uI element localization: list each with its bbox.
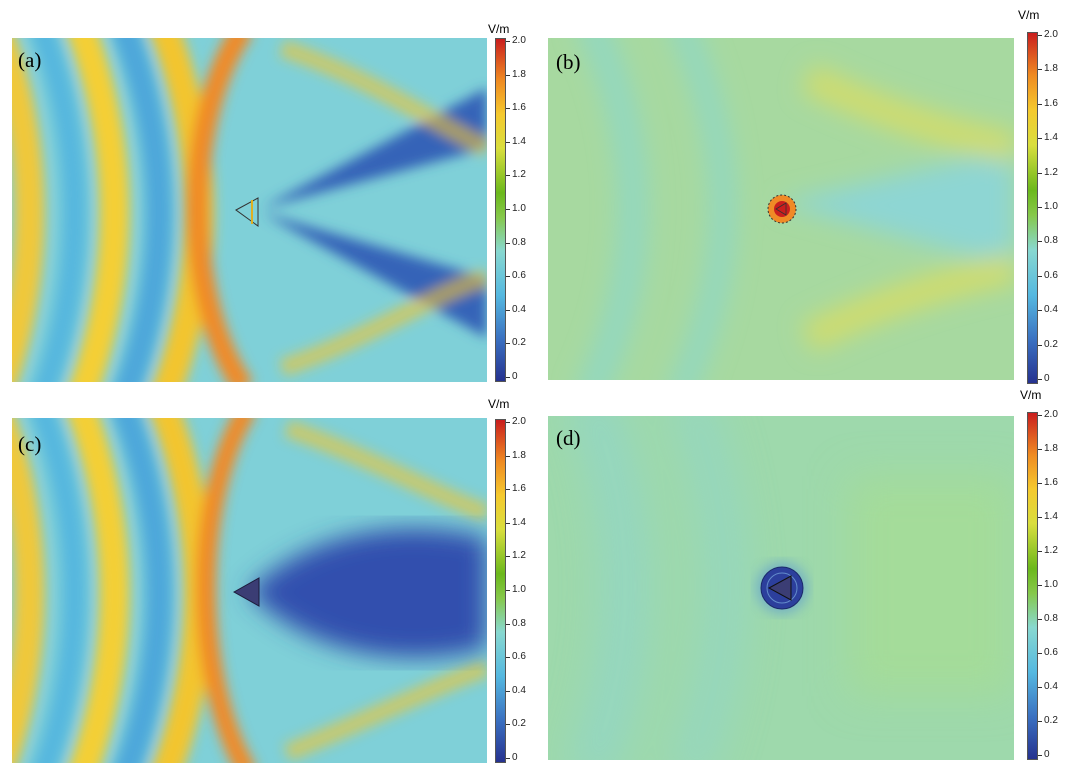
colorbar-tick-label: 1.6 bbox=[506, 102, 526, 114]
colorbar-tick-label: 1.2 bbox=[1038, 166, 1058, 178]
colorbar-unit: V/m bbox=[1020, 388, 1042, 402]
colorbar-tick-label: 1.8 bbox=[1038, 443, 1058, 454]
colorbar-tick-label: 0.8 bbox=[506, 236, 526, 248]
colorbar-tick-label: 0 bbox=[1038, 373, 1050, 384]
colorbar-tick-label: 1.4 bbox=[1038, 132, 1058, 144]
colorbar-gradient bbox=[495, 419, 506, 763]
panel-label: (d) bbox=[556, 426, 581, 450]
colorbar-tick-label: 0.8 bbox=[1038, 613, 1058, 624]
colorbar-gradient bbox=[1027, 32, 1038, 384]
colorbar-tick-label: 0.4 bbox=[506, 684, 526, 696]
colorbar-tick-label: 0.4 bbox=[1038, 681, 1058, 692]
field-map-c bbox=[12, 418, 487, 763]
colorbar-tick-label: 0.2 bbox=[1038, 338, 1058, 350]
colorbar-tick-label: 0.8 bbox=[506, 617, 526, 629]
colorbar-tick-label: 1.0 bbox=[506, 584, 526, 595]
colorbar-gradient bbox=[495, 38, 506, 382]
colorbar-tick-label: 1.0 bbox=[506, 203, 526, 214]
colorbar-unit: V/m bbox=[1018, 8, 1040, 22]
colorbar-tick-label: 1.6 bbox=[1038, 97, 1058, 109]
colorbar-tick-label: 0 bbox=[506, 371, 518, 382]
panel-label: (c) bbox=[18, 432, 42, 456]
triangle-scatterer-filled-icon bbox=[232, 577, 260, 607]
field-map-a bbox=[12, 38, 487, 382]
colorbar-unit: V/m bbox=[488, 397, 510, 411]
colorbar-a: V/m 2.0 1.8 1.6 1.4 1.2 1.0 0.8 0.6 0.4 0.2 0 bbox=[488, 22, 536, 384]
panel-label: (b) bbox=[556, 50, 581, 74]
colorbar-tick-label: 0.2 bbox=[506, 718, 526, 730]
panel-b: (b) bbox=[548, 38, 1014, 380]
colorbar-tick-label: 1.8 bbox=[506, 449, 526, 461]
colorbar-tick-label: 0.4 bbox=[1038, 304, 1058, 316]
panel-label: (a) bbox=[18, 48, 42, 72]
panel-d: (d) bbox=[548, 416, 1014, 760]
colorbar-tick-label: 1.2 bbox=[1038, 545, 1058, 556]
colorbar-tick-label: 1.4 bbox=[1038, 511, 1058, 522]
field-map-d bbox=[548, 416, 1014, 760]
colorbar-tick-label: 1.2 bbox=[506, 550, 526, 562]
colorbar-tick-label: 0.8 bbox=[1038, 235, 1058, 247]
colorbar-d: V/m 2.0 1.8 1.6 1.4 1.2 1.0 0.8 0.6 0.4 0.2 0 bbox=[1020, 388, 1070, 763]
colorbar-tick-label: 1.8 bbox=[1038, 63, 1058, 75]
colorbar-tick-label: 2.0 bbox=[1038, 409, 1058, 420]
colorbar-tick-label: 1.0 bbox=[1038, 579, 1058, 590]
colorbar-tick-label: 0 bbox=[1038, 749, 1050, 760]
colorbar-unit: V/m bbox=[488, 22, 510, 36]
colorbar-tick-label: 0.2 bbox=[506, 337, 526, 349]
colorbar-tick-label: 2.0 bbox=[506, 416, 526, 427]
colorbar-tick-label: 0.6 bbox=[506, 651, 526, 663]
panel-a: (a) bbox=[12, 38, 487, 382]
colorbar-tick-label: 1.4 bbox=[506, 135, 526, 147]
colorbar-tick-label: 1.0 bbox=[1038, 201, 1058, 212]
colorbar-gradient bbox=[1027, 412, 1038, 760]
colorbar-tick-label: 0.2 bbox=[1038, 715, 1058, 726]
colorbar-b: V/m 2.0 1.8 1.6 1.4 1.2 1.0 0.8 0.6 0.4 0.2 0 bbox=[1018, 8, 1070, 384]
colorbar-tick-label: 1.8 bbox=[506, 68, 526, 80]
colorbar-tick-label: 0.6 bbox=[1038, 647, 1058, 658]
colorbar-tick-label: 0.4 bbox=[506, 303, 526, 315]
panel-c: (c) bbox=[12, 418, 487, 763]
colorbar-tick-label: 0 bbox=[506, 752, 518, 763]
colorbar-tick-label: 1.6 bbox=[1038, 477, 1058, 488]
colorbar-tick-label: 0.6 bbox=[506, 270, 526, 282]
colorbar-tick-label: 1.6 bbox=[506, 483, 526, 495]
colorbar-tick-label: 1.2 bbox=[506, 169, 526, 181]
colorbar-tick-label: 2.0 bbox=[1038, 29, 1058, 40]
colorbar-tick-label: 2.0 bbox=[506, 35, 526, 46]
colorbar-tick-label: 0.6 bbox=[1038, 269, 1058, 281]
colorbar-c: V/m 2.0 1.8 1.6 1.4 1.2 1.0 0.8 0.6 0.4 0.2 0 bbox=[488, 397, 536, 763]
colorbar-tick-label: 1.4 bbox=[506, 516, 526, 528]
field-map-b bbox=[548, 38, 1014, 380]
